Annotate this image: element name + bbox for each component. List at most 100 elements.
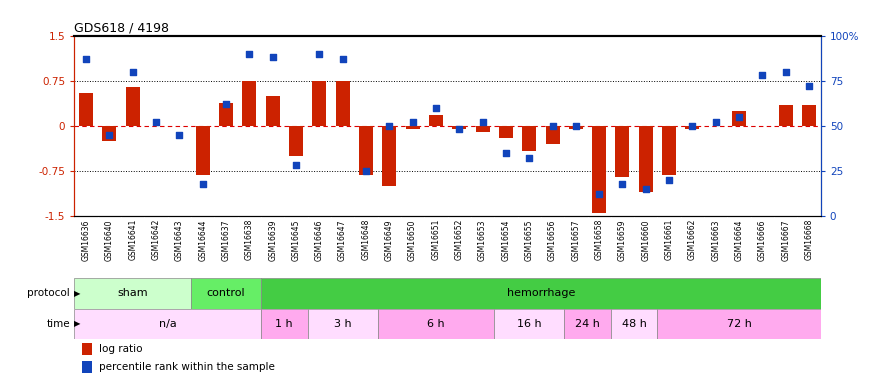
Point xyxy=(429,105,443,111)
Text: ▶: ▶ xyxy=(74,320,80,328)
Bar xyxy=(429,115,443,126)
Text: GSM16636: GSM16636 xyxy=(81,219,90,261)
Text: 16 h: 16 h xyxy=(517,319,542,329)
Point xyxy=(336,56,350,62)
Point xyxy=(382,123,396,129)
Bar xyxy=(639,126,653,192)
Point xyxy=(289,162,303,168)
Bar xyxy=(359,126,373,175)
Bar xyxy=(545,126,559,144)
Bar xyxy=(382,126,396,186)
Text: percentile rank within the sample: percentile rank within the sample xyxy=(99,362,275,372)
Bar xyxy=(569,126,583,129)
Bar xyxy=(242,81,256,126)
Bar xyxy=(308,309,378,339)
Text: 6 h: 6 h xyxy=(427,319,444,329)
Bar xyxy=(266,96,280,126)
Text: GSM16657: GSM16657 xyxy=(571,219,580,261)
Bar xyxy=(657,309,821,339)
Bar xyxy=(82,343,92,355)
Point xyxy=(662,177,676,183)
Point xyxy=(149,119,163,125)
Bar xyxy=(685,126,699,129)
Text: GSM16658: GSM16658 xyxy=(595,219,604,261)
Text: hemorrhage: hemorrhage xyxy=(507,288,575,298)
Text: protocol: protocol xyxy=(27,288,70,298)
Bar xyxy=(191,278,261,309)
Text: ▶: ▶ xyxy=(74,289,80,298)
Point xyxy=(359,168,373,174)
Bar xyxy=(378,309,494,339)
Point xyxy=(452,126,466,132)
Bar xyxy=(312,81,326,126)
Point xyxy=(639,186,653,192)
Text: GSM16667: GSM16667 xyxy=(781,219,790,261)
Text: GSM16661: GSM16661 xyxy=(665,219,674,261)
Text: GSM16640: GSM16640 xyxy=(105,219,114,261)
Point xyxy=(196,180,210,186)
Point xyxy=(545,123,559,129)
Text: GSM16648: GSM16648 xyxy=(361,219,370,261)
Point xyxy=(475,119,489,125)
Text: GSM16664: GSM16664 xyxy=(735,219,744,261)
Point xyxy=(779,69,793,75)
Point xyxy=(126,69,140,75)
Text: GSM16660: GSM16660 xyxy=(641,219,650,261)
Text: GSM16655: GSM16655 xyxy=(525,219,534,261)
Bar xyxy=(499,126,513,138)
Text: GSM16653: GSM16653 xyxy=(478,219,487,261)
Point xyxy=(499,150,513,156)
Text: GSM16654: GSM16654 xyxy=(501,219,510,261)
Bar xyxy=(74,309,261,339)
Bar xyxy=(196,126,210,175)
Bar xyxy=(662,126,676,175)
Point xyxy=(802,83,816,89)
Text: 48 h: 48 h xyxy=(622,319,647,329)
Bar xyxy=(475,126,489,132)
Text: GSM16649: GSM16649 xyxy=(385,219,394,261)
Bar xyxy=(79,93,93,126)
Text: GSM16639: GSM16639 xyxy=(268,219,277,261)
Text: sham: sham xyxy=(117,288,148,298)
Text: GSM16644: GSM16644 xyxy=(198,219,207,261)
Text: GSM16652: GSM16652 xyxy=(455,219,464,261)
Bar xyxy=(261,278,821,309)
Bar xyxy=(289,126,303,156)
Bar xyxy=(615,126,629,177)
Text: GSM16638: GSM16638 xyxy=(245,219,254,261)
Bar xyxy=(564,309,611,339)
Bar xyxy=(82,361,92,373)
Text: 1 h: 1 h xyxy=(276,319,293,329)
Point xyxy=(685,123,699,129)
Text: GSM16663: GSM16663 xyxy=(711,219,720,261)
Text: GDS618 / 4198: GDS618 / 4198 xyxy=(74,21,170,34)
Text: GSM16641: GSM16641 xyxy=(128,219,137,261)
Text: control: control xyxy=(206,288,245,298)
Text: GSM16666: GSM16666 xyxy=(758,219,767,261)
Text: GSM16647: GSM16647 xyxy=(338,219,347,261)
Bar xyxy=(102,126,116,141)
Bar xyxy=(336,81,350,126)
Text: GSM16659: GSM16659 xyxy=(618,219,627,261)
Point xyxy=(406,119,420,125)
Point xyxy=(615,180,629,186)
Point xyxy=(172,132,186,138)
Bar xyxy=(406,126,420,129)
Point xyxy=(102,132,116,138)
Text: GSM16646: GSM16646 xyxy=(315,219,324,261)
Bar xyxy=(219,103,233,126)
Bar xyxy=(611,309,657,339)
Point xyxy=(522,155,536,161)
Text: 3 h: 3 h xyxy=(333,319,352,329)
Text: GSM16668: GSM16668 xyxy=(805,219,814,261)
Text: GSM16651: GSM16651 xyxy=(431,219,440,261)
Bar xyxy=(261,309,308,339)
Bar xyxy=(592,126,606,213)
Text: GSM16637: GSM16637 xyxy=(221,219,230,261)
Point xyxy=(709,119,723,125)
Point xyxy=(219,101,233,107)
Text: GSM16656: GSM16656 xyxy=(548,219,557,261)
Text: n/a: n/a xyxy=(158,319,177,329)
Point xyxy=(755,72,769,78)
Bar xyxy=(802,105,816,126)
